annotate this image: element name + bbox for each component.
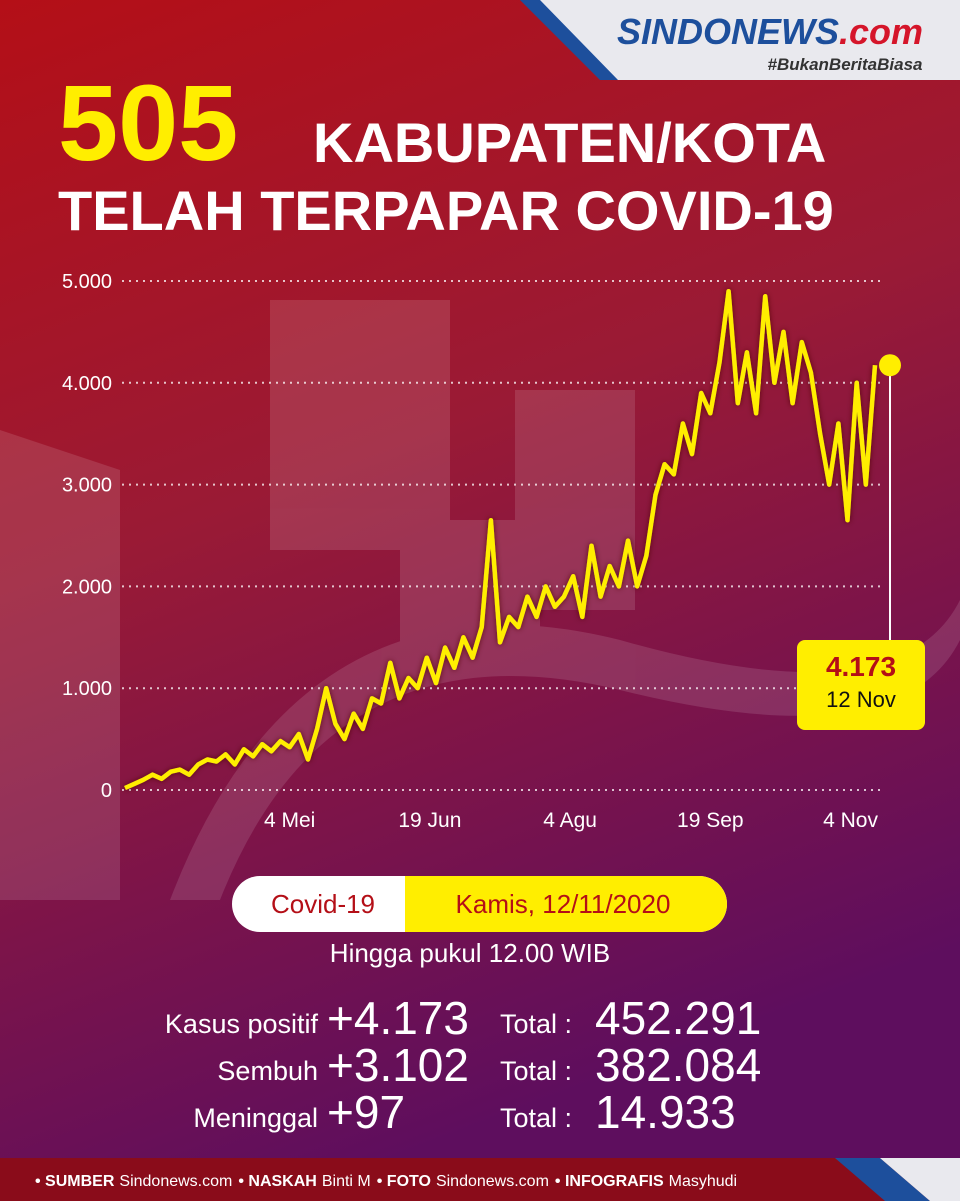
x-tick-label: 4 Mei [264,809,315,832]
y-tick-label: 5.000 [62,271,112,293]
row-change: +4.173 [327,992,469,1044]
footer-key: • INFOGRAFIS [555,1173,664,1190]
y-tick-label: 4.000 [62,373,112,395]
footer-stripe [835,1158,930,1201]
row-total: 452.291 [595,992,761,1044]
row-total-label: Total : [500,1009,572,1039]
logo-brand: SINDONEWS [617,11,839,52]
summary-note: Hingga pukul 12.00 WIB [330,938,610,968]
logo-panel [540,0,960,80]
x-tick-label: 4 Agu [543,809,597,832]
row-total-label: Total : [500,1056,572,1086]
footer-value: Masyhudi [669,1173,737,1190]
data-line [124,288,878,791]
headline-line: KABUPATEN/KOTA [313,111,826,174]
x-tick-label: 4 Nov [823,809,878,832]
row-label: Meninggal [193,1103,318,1133]
y-tick-label: 0 [101,780,112,802]
value-label: 4.173 [826,651,896,682]
footer-value: Sindonews.com [119,1173,232,1190]
footer-key: • FOTO [377,1173,431,1190]
row-label: Kasus positif [165,1009,319,1039]
headline-number: 505 [58,62,238,183]
x-tick-label: 19 Sep [677,809,744,832]
row-change: +3.102 [327,1039,469,1091]
row-total-label: Total : [500,1103,572,1133]
y-tick-label: 3.000 [62,475,112,497]
last-point-marker [879,354,901,377]
callout-box [797,640,925,730]
callout-date: 12 Nov [826,687,896,712]
footer-stripe [880,1158,960,1201]
y-tick-label: 1.000 [62,678,112,700]
headline-line: TELAH TERPAPAR COVID-19 [58,179,834,242]
footer-value: Sindonews.com [436,1173,549,1190]
x-tick-label: 19 Jun [398,809,461,832]
footer-key: • NASKAH [238,1173,317,1190]
footer-value: Binti M [322,1173,371,1190]
row-change: +97 [327,1086,405,1138]
row-total: 382.084 [595,1039,761,1091]
summary-date: Kamis, 12/11/2020 [456,889,671,919]
tagline: #BukanBeritaBiasa [768,55,923,74]
y-tick-label: 2.000 [62,576,112,598]
logo: SINDONEWS.com [617,11,923,52]
summary-rows: Kasus positif +4.173 Total : 452.291 Sembuh +… [165,992,761,1138]
summary-pill-date [405,876,727,932]
row-total: 14.933 [595,1086,736,1138]
footer-band [0,1158,960,1201]
chart: 0 1.000 2.000 3.000 4.000 5.000 4 Mei 19 Jun 4 A… [62,271,925,832]
footer-credits: • SUMBER Sindonews.com • NASKAH Binti M • FO… [35,1173,737,1190]
city-silhouette [0,300,960,900]
footer-key: • SUMBER [35,1173,115,1190]
row-label: Sembuh [217,1056,318,1086]
summary-topic: Covid-19 [271,889,375,919]
logo-suffix: .com [839,11,923,52]
